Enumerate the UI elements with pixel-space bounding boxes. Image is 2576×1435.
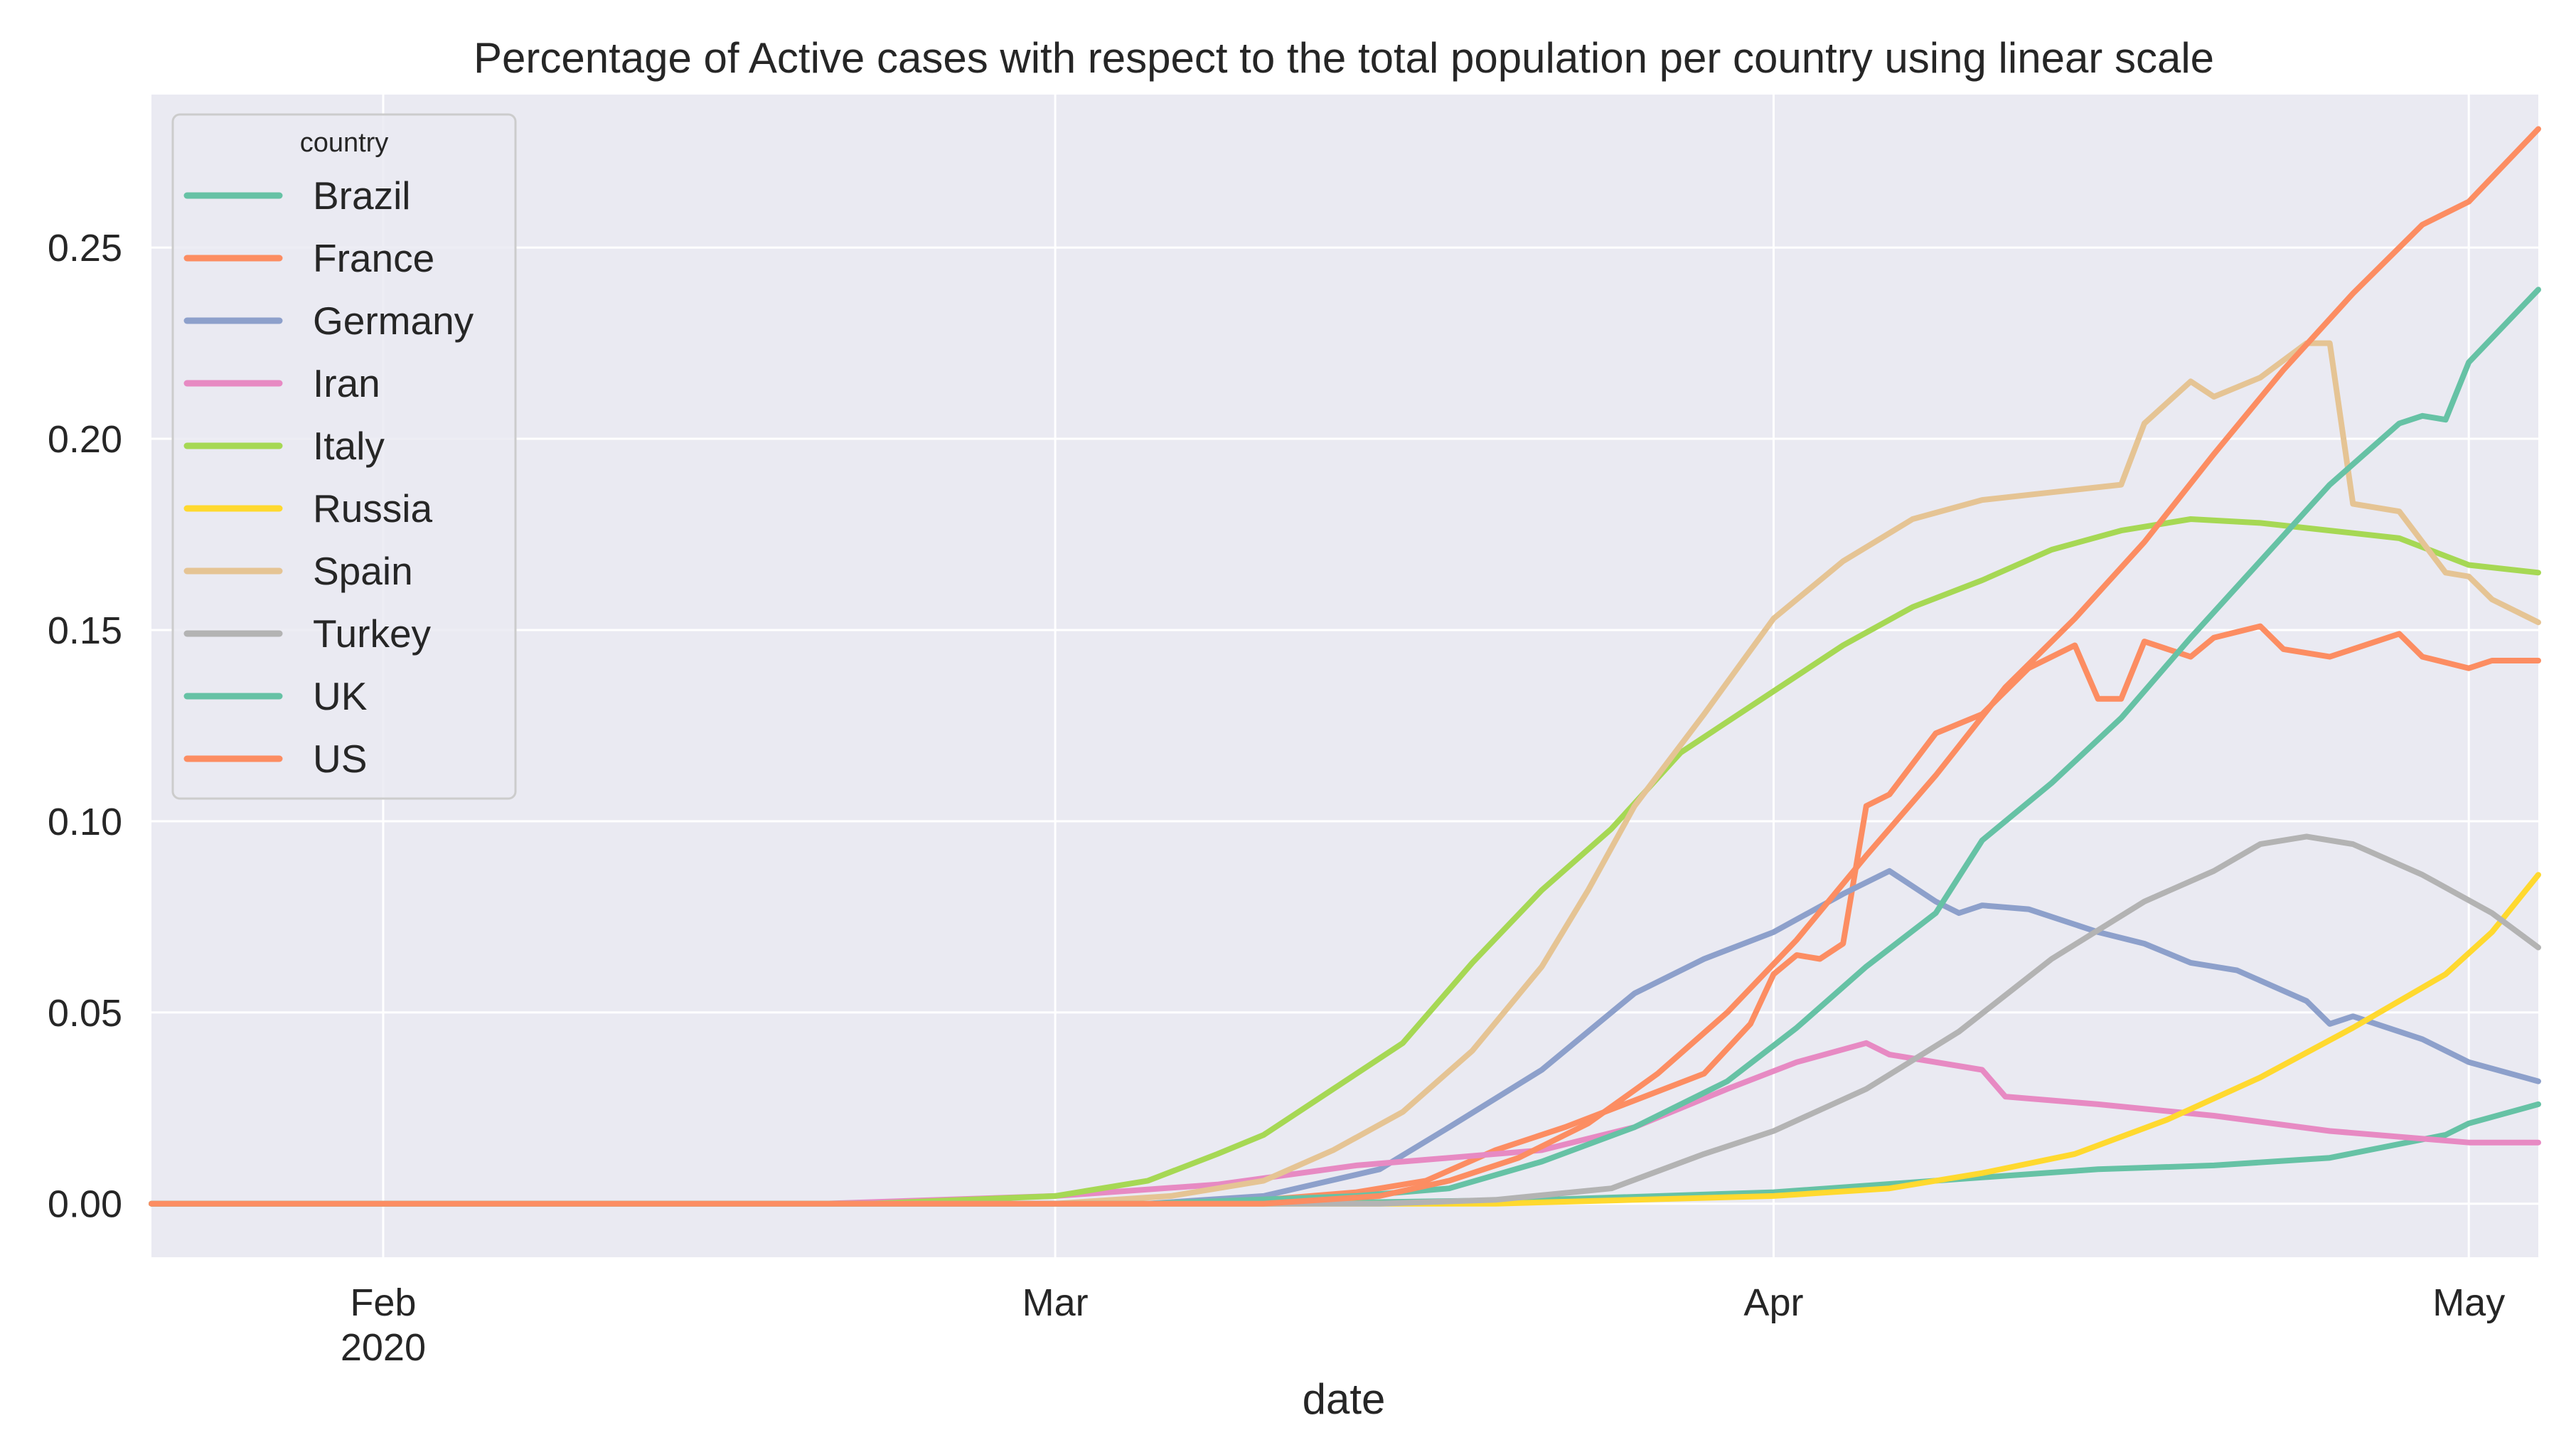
legend-label: France — [313, 236, 434, 280]
y-tick-label: 0.25 — [48, 227, 122, 270]
plot-background — [151, 95, 2538, 1257]
chart-title: Percentage of Active cases with respect … — [474, 34, 2214, 82]
y-tick-label: 0.05 — [48, 992, 122, 1035]
y-tick-label: 0.15 — [48, 609, 122, 652]
series-line-us — [149, 126, 2541, 1207]
x-axis-label: date — [1303, 1375, 1386, 1423]
legend-label: Germany — [313, 299, 474, 343]
legend-label: US — [313, 737, 367, 781]
series-line-iran — [149, 1040, 2541, 1207]
legend-label: Russia — [313, 486, 433, 530]
legend-frame — [171, 113, 517, 800]
series-line-spain — [149, 340, 2541, 1207]
series-line-russia — [149, 872, 2541, 1207]
x-tick-label: Mar — [1022, 1281, 1089, 1324]
legend-label: Iran — [313, 361, 380, 405]
legend-label: Turkey — [313, 612, 432, 656]
x-tick-label: Apr — [1743, 1281, 1803, 1324]
legend-label: Brazil — [313, 174, 411, 218]
y-tick-label: 0.00 — [48, 1183, 122, 1226]
series-line-germany — [149, 868, 2541, 1207]
y-axis-ticks: 0.00 0.05 0.10 0.15 0.20 0.25 — [48, 227, 122, 1226]
x-tick-sublabel: 2020 — [341, 1326, 426, 1369]
series-lines — [149, 126, 2541, 1207]
y-tick-label: 0.10 — [48, 801, 122, 843]
legend-label: Italy — [313, 424, 385, 468]
x-tick-label: May — [2432, 1281, 2505, 1324]
y-tick-label: 0.20 — [48, 418, 122, 461]
legend: country Brazil France Germany Iran Italy Russ… — [171, 113, 517, 800]
series-line-france — [149, 623, 2541, 1207]
series-line-uk — [149, 287, 2541, 1207]
legend-label: UK — [313, 674, 368, 718]
x-tick-label: Feb — [350, 1281, 416, 1324]
series-line-italy — [149, 516, 2541, 1207]
legend-title: country — [300, 128, 389, 158]
legend-label: Spain — [313, 549, 413, 593]
series-line-turkey — [149, 833, 2541, 1207]
legend-items: Brazil France Germany Iran Italy Russia Spain T… — [183, 174, 474, 781]
